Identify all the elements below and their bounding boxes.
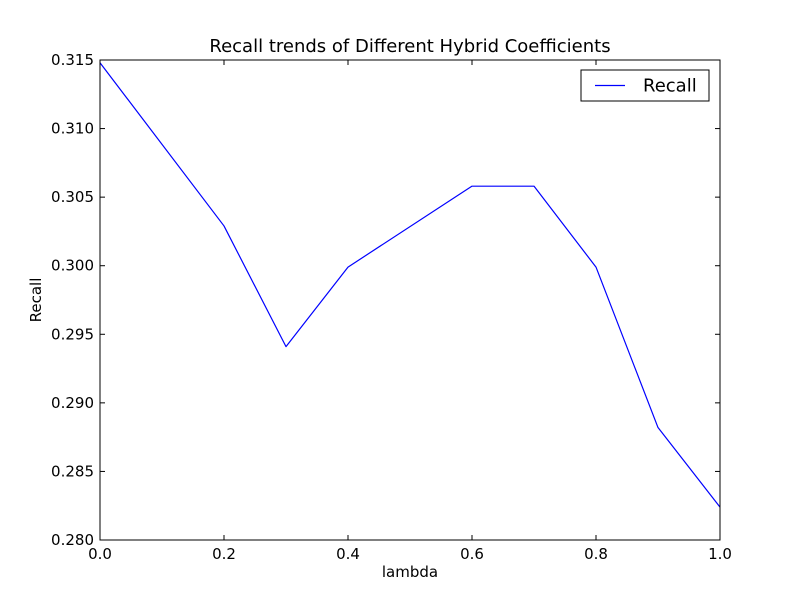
x-tick-label: 1.0: [708, 545, 732, 563]
y-tick-label: 0.315: [51, 51, 94, 69]
x-tick-label: 0.8: [584, 545, 608, 563]
x-axis-label: lambda: [382, 563, 438, 581]
y-tick-label: 0.285: [51, 462, 94, 480]
axes-frame: [99, 59, 721, 541]
y-tick-label: 0.305: [51, 188, 94, 206]
y-tick-label: 0.280: [51, 531, 94, 549]
series-line-1: [99, 62, 721, 508]
chart-title: Recall trends of Different Hybrid Coeffi…: [209, 36, 610, 57]
plot-area: 0.0 0.2 0.4 0.6 0.8 1.0 0.280 0.285 0.290 0.295 0.…: [51, 51, 732, 563]
x-tick-label: 0.0: [88, 545, 112, 563]
legend-label-1: Recall: [643, 76, 697, 97]
x-tick-label: 0.2: [212, 545, 236, 563]
y-axis-label: Recall: [27, 278, 45, 323]
y-tick-label: 0.300: [51, 257, 94, 275]
y-tick-label: 0.290: [51, 394, 94, 412]
y-tick-label: 0.310: [51, 120, 94, 138]
legend: Recall: [580, 69, 710, 102]
x-tick-label: 0.6: [460, 545, 484, 563]
x-tick-label: 0.4: [336, 545, 360, 563]
y-tick-label: 0.295: [51, 325, 94, 343]
